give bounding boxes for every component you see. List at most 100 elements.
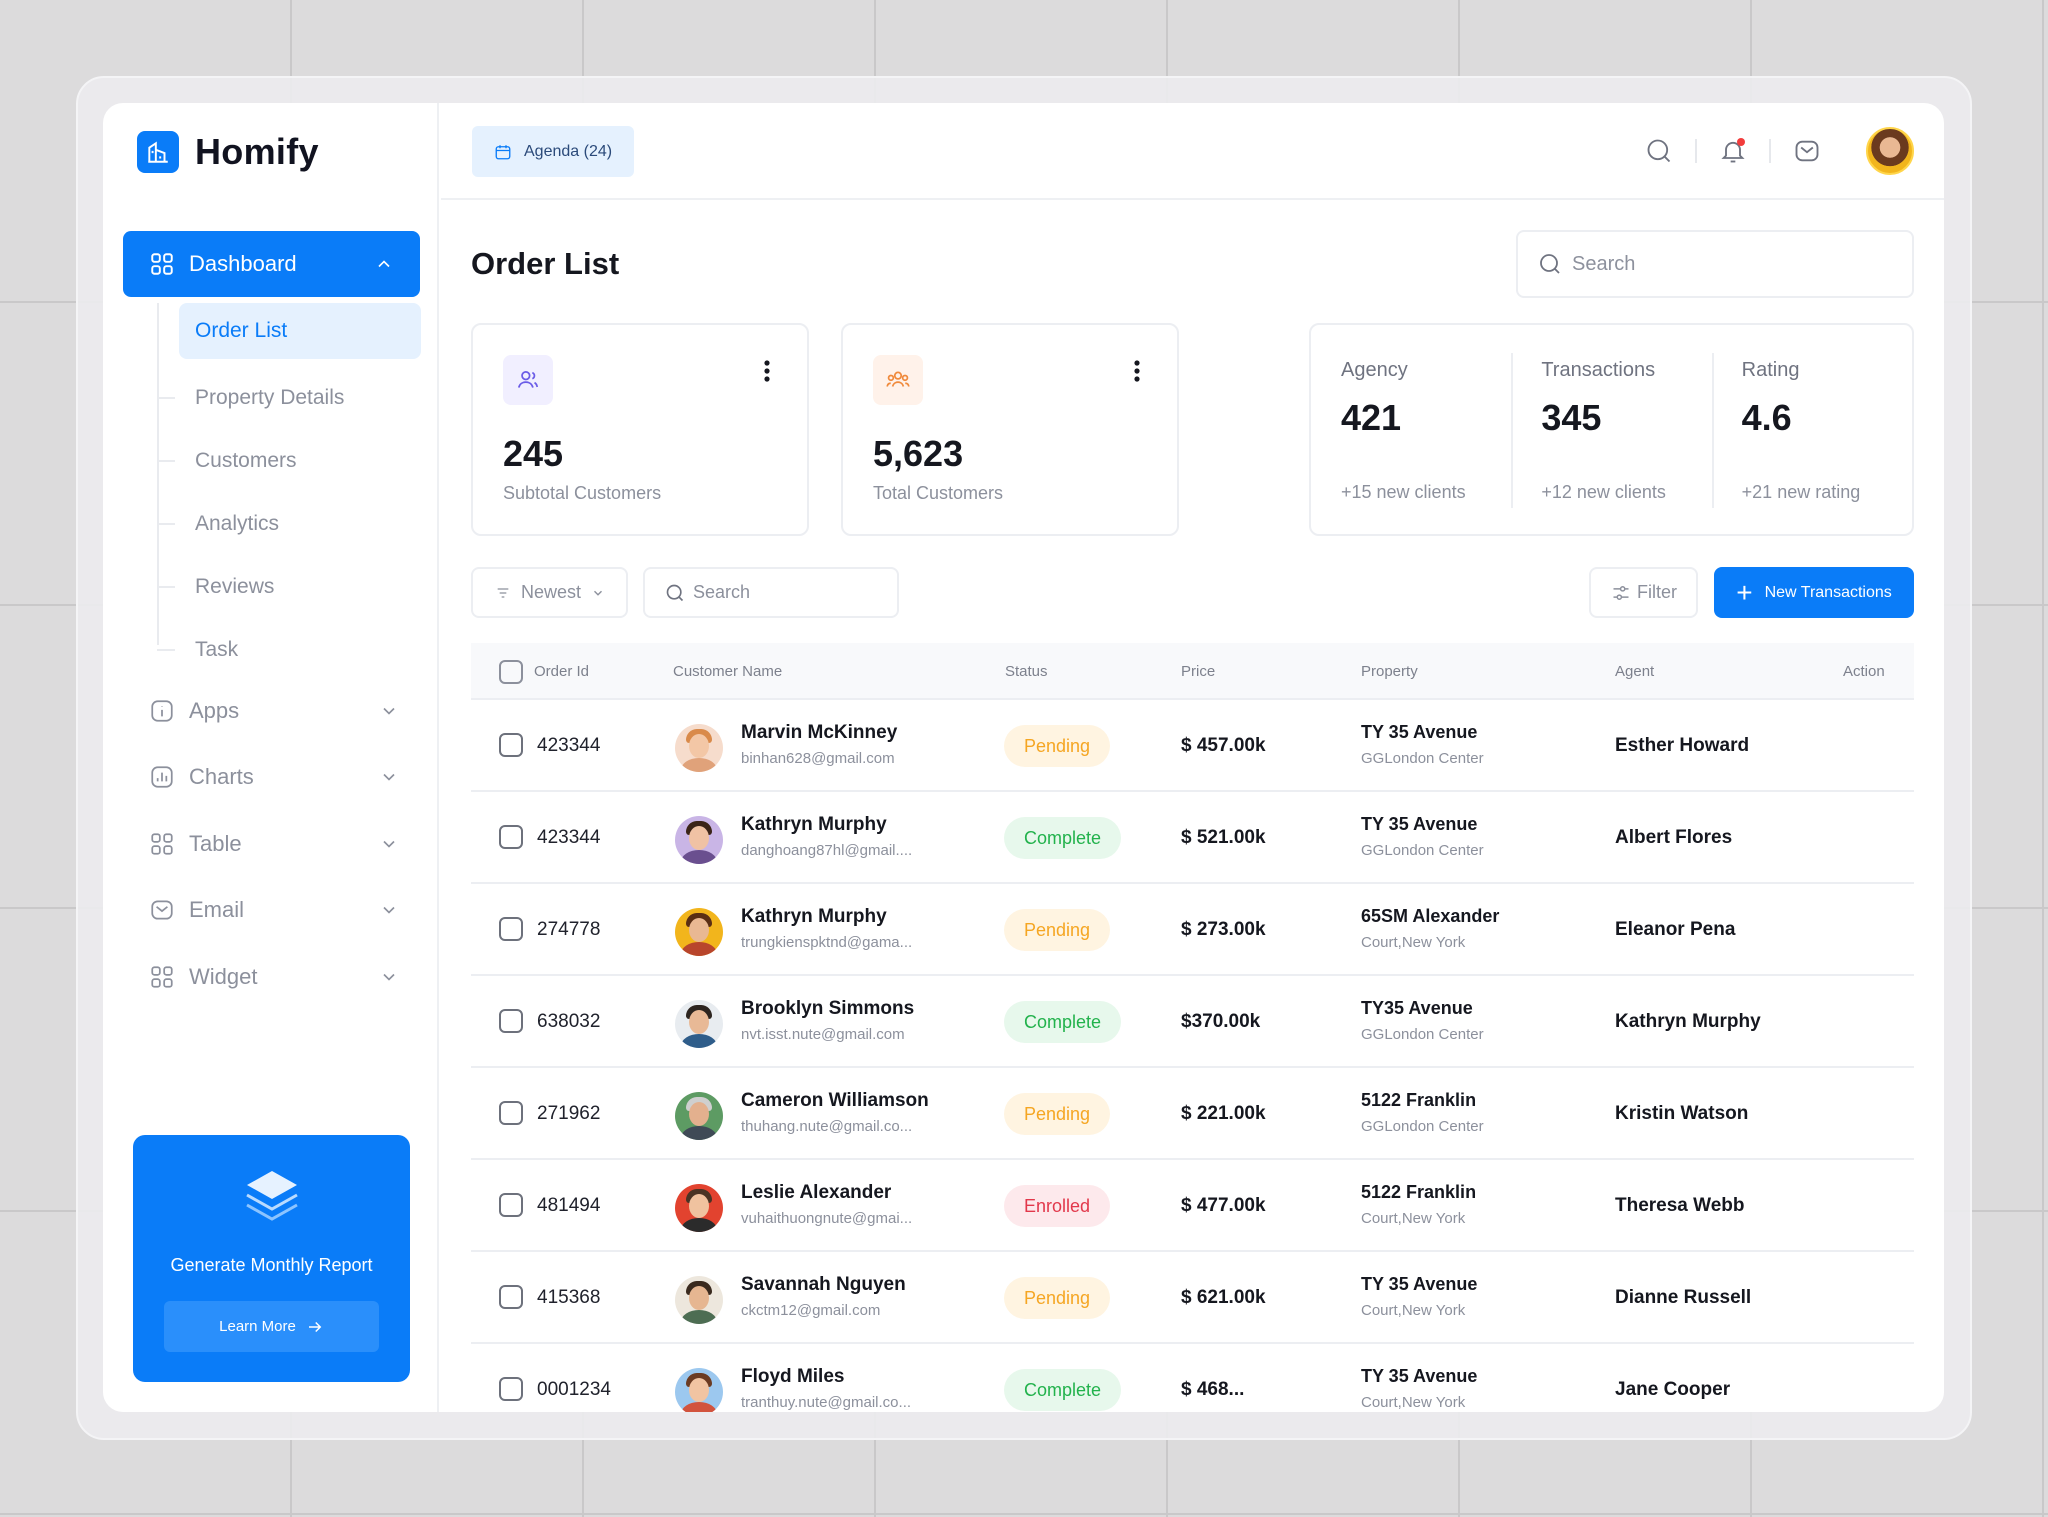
table-row[interactable]: 423344 Marvin McKinney binhan628@gmail.c… — [471, 700, 1914, 792]
subnav-reviews[interactable]: Reviews — [153, 555, 421, 618]
arrow-right-icon — [308, 1321, 322, 1332]
avatar — [675, 1092, 723, 1140]
plus-icon: + — [1736, 576, 1753, 608]
sort-lines-icon — [497, 587, 509, 598]
users-icon — [503, 355, 553, 405]
widget-icon — [151, 966, 173, 988]
search-icon[interactable] — [1640, 132, 1678, 170]
chart-icon — [151, 766, 173, 788]
sidebar-item-dashboard[interactable]: Dashboard — [123, 231, 420, 297]
user-avatar[interactable] — [1866, 127, 1914, 175]
sidebar-item-email[interactable]: Email — [149, 890, 399, 930]
table-row[interactable]: 423344 Kathryn Murphy danghoang87hl@gmai… — [471, 792, 1914, 884]
metric-agency: Agency 421 +15 new clients — [1341, 359, 1466, 502]
table-row[interactable]: 415368 Savannah Nguyen ckctm12@gmail.com… — [471, 1252, 1914, 1344]
metric-rating: Rating 4.6 +21 new rating — [1711, 325, 1912, 534]
stat-label: Subtotal Customers — [503, 483, 662, 503]
sidebar-item-table[interactable]: Table — [149, 824, 399, 864]
avatar — [675, 1000, 723, 1048]
sidebar-item-charts[interactable]: Charts — [149, 757, 399, 797]
bell-icon[interactable] — [1714, 132, 1752, 170]
subnav-property-details[interactable]: Property Details — [153, 366, 421, 429]
status-badge: Pending — [1004, 909, 1111, 951]
report-title: Generate Monthly Report — [170, 1255, 373, 1275]
sort-dropdown[interactable]: Newest — [471, 567, 628, 618]
logo[interactable]: Homify — [137, 131, 319, 173]
table-row[interactable]: 0001234 Floyd Miles tranthuy.nute@gmail.… — [471, 1344, 1914, 1412]
table-row[interactable]: 274778 Kathryn Murphy trungkienspktnd@ga… — [471, 884, 1914, 976]
app-window: Homify Dashboard Order List Property Det… — [103, 103, 1944, 1412]
stat-card-subtotal: 245 Subtotal Customers — [471, 323, 809, 536]
learn-more-button[interactable]: Learn More — [164, 1301, 379, 1352]
row-checkbox[interactable] — [499, 917, 523, 941]
status-badge: Enrolled — [1004, 1185, 1111, 1227]
search-input[interactable]: Search — [1516, 230, 1914, 298]
mail-icon[interactable] — [1788, 132, 1826, 170]
chevron-down-icon — [383, 773, 395, 781]
avatar — [675, 816, 723, 864]
top-bar: Agenda (24) — [441, 103, 1944, 200]
table-row[interactable]: 638032 Brooklyn Simmons nvt.isst.nute@gm… — [471, 976, 1914, 1068]
select-all-checkbox[interactable] — [499, 660, 523, 684]
app-name: Homify — [195, 131, 319, 172]
stat-value: 245 — [503, 433, 564, 474]
chevron-down-icon — [383, 840, 395, 848]
row-checkbox[interactable] — [499, 1101, 523, 1125]
more-vertical-icon[interactable] — [763, 359, 771, 383]
page-title: Order List — [471, 246, 620, 281]
row-checkbox[interactable] — [499, 733, 523, 757]
subnav-customers[interactable]: Customers — [153, 429, 421, 492]
subnav-order-list[interactable]: Order List — [179, 303, 421, 359]
subnav-analytics[interactable]: Analytics — [153, 492, 421, 555]
grid-icon — [151, 253, 173, 275]
calendar-icon — [495, 144, 511, 159]
search-icon — [1540, 254, 1560, 274]
row-checkbox[interactable] — [499, 1009, 523, 1033]
chevron-down-icon — [594, 590, 603, 596]
stat-label: Total Customers — [873, 483, 1004, 503]
info-icon — [151, 700, 173, 722]
row-checkbox[interactable] — [499, 1377, 523, 1401]
row-checkbox[interactable] — [499, 1285, 523, 1309]
avatar — [675, 1184, 723, 1232]
mail-icon — [151, 900, 173, 920]
stat-value: 5,623 — [873, 433, 964, 474]
subnav-task[interactable]: Task — [153, 618, 421, 681]
stat-card-total: 5,623 Total Customers — [841, 323, 1179, 536]
sidebar-item-apps[interactable]: Apps — [149, 691, 399, 731]
sidebar: Homify Dashboard Order List Property Det… — [103, 103, 439, 1412]
chevron-down-icon — [383, 973, 395, 981]
filter-button[interactable]: Filter — [1589, 567, 1698, 618]
logo-building-icon — [137, 131, 179, 173]
chevron-up-icon — [378, 260, 390, 268]
filter-sliders-icon — [1613, 585, 1629, 600]
table-row[interactable]: 481494 Leslie Alexander vuhaithuongnute@… — [471, 1160, 1914, 1252]
metric-transactions: Transactions 345 +12 new clients — [1511, 325, 1711, 534]
avatar — [675, 1276, 723, 1324]
new-transactions-button[interactable]: + New Transactions — [1714, 567, 1914, 618]
more-vertical-icon[interactable] — [1133, 359, 1141, 383]
status-badge: Pending — [1004, 1093, 1111, 1135]
search-icon — [666, 584, 684, 601]
sidebar-item-label: Dashboard — [189, 251, 297, 276]
avatar — [675, 1368, 723, 1412]
status-badge: Complete — [1004, 1001, 1122, 1043]
sidebar-item-widget[interactable]: Widget — [149, 957, 399, 997]
chevron-down-icon — [383, 707, 395, 715]
notification-dot — [1737, 138, 1745, 146]
status-badge: Complete — [1004, 817, 1122, 859]
monthly-report-card: Generate Monthly Report Learn More — [133, 1135, 410, 1382]
status-badge: Complete — [1004, 1369, 1122, 1411]
status-badge: Pending — [1004, 725, 1111, 767]
status-badge: Pending — [1004, 1277, 1111, 1319]
agenda-button[interactable]: Agenda (24) — [472, 126, 635, 177]
table-search-input[interactable]: Search — [643, 567, 899, 618]
avatar — [675, 908, 723, 956]
layers-icon — [246, 1171, 298, 1221]
row-checkbox[interactable] — [499, 1193, 523, 1217]
row-checkbox[interactable] — [499, 825, 523, 849]
dashboard-subnav: Order List Property Details Customers An… — [153, 303, 421, 681]
table-row[interactable]: 271962 Cameron Williamson thuhang.nute@g… — [471, 1068, 1914, 1160]
avatar — [675, 724, 723, 772]
table-header: Order Id Customer Name Status Price Prop… — [471, 643, 1914, 700]
